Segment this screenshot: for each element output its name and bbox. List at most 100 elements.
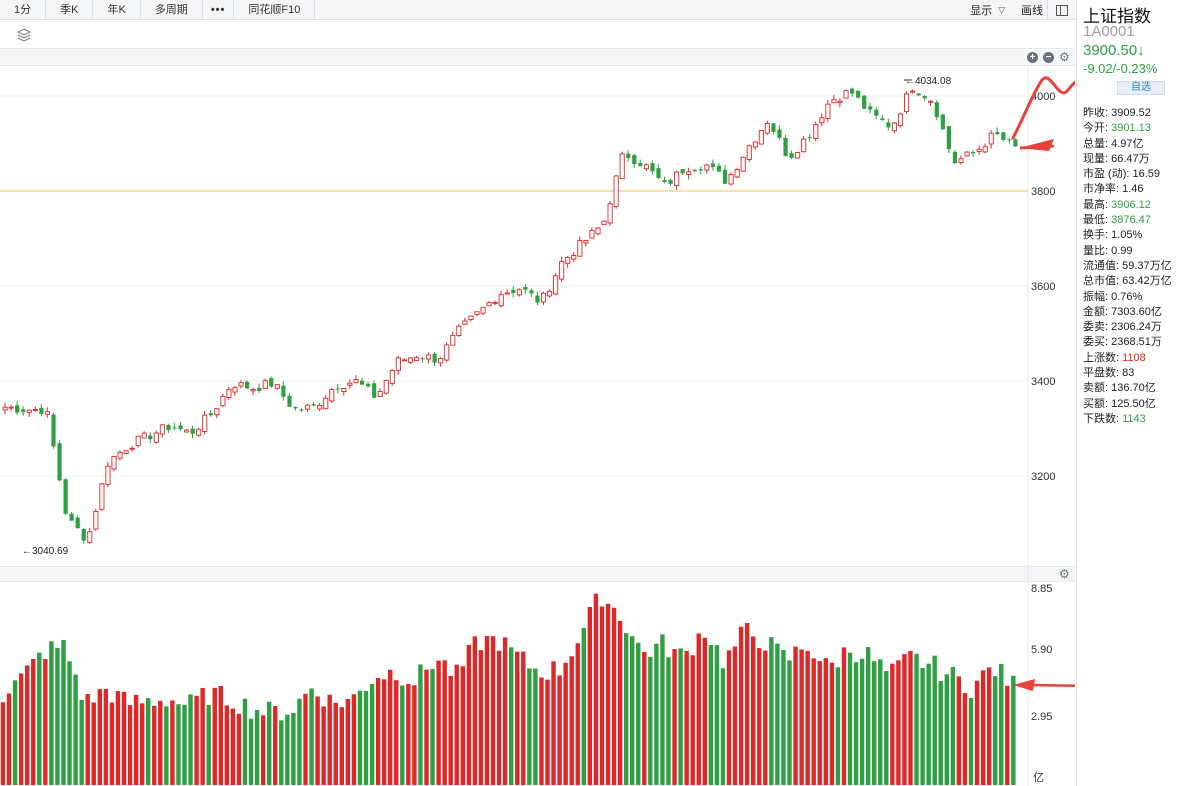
tab-quarter-k[interactable]: 季K — [46, 0, 94, 20]
candle — [971, 150, 976, 158]
stat-label: 上涨数: — [1083, 351, 1120, 364]
volume-bar — [569, 656, 574, 785]
stat-value: 7303.60亿 — [1111, 305, 1162, 318]
price-chart-gear-icon[interactable]: ⚙ — [1059, 50, 1070, 64]
volume-bar — [49, 641, 54, 785]
candle — [819, 113, 825, 127]
more-icon[interactable]: ••• — [203, 0, 235, 20]
candle — [716, 162, 722, 172]
stat-row: 现量: 66.47万 — [1083, 152, 1199, 167]
sidebar-toggle-icon — [1055, 4, 1068, 16]
candle — [93, 508, 99, 531]
chevron-down-icon[interactable]: ▽ — [998, 4, 1005, 15]
panel-toggle-button[interactable] — [1047, 0, 1075, 20]
draw-line-button[interactable]: 画线 — [1021, 5, 1043, 17]
volume-bar — [853, 662, 859, 785]
candle — [87, 528, 93, 544]
tab-f10[interactable]: 同花顺F10 — [234, 0, 316, 20]
candle — [674, 170, 680, 190]
volume-bar — [345, 698, 351, 785]
candle — [626, 150, 631, 162]
candle — [886, 118, 891, 131]
candle — [547, 289, 553, 298]
zoom-out-icon[interactable]: − — [1043, 52, 1054, 63]
volume-bar — [496, 650, 502, 785]
candle — [269, 376, 274, 388]
volume-series[interactable] — [0, 593, 1016, 785]
stat-value: 83 — [1122, 367, 1135, 380]
volume-bar — [115, 691, 121, 785]
candle — [2, 402, 8, 415]
tab-multi-period[interactable]: 多周期 — [141, 0, 203, 20]
volume-bar — [587, 607, 593, 785]
volume-bar — [1011, 675, 1016, 785]
stat-label: 买额: — [1083, 397, 1109, 410]
volume-bar — [430, 668, 435, 785]
volume-bar — [67, 661, 72, 785]
tab-1min[interactable]: 1分 — [0, 0, 47, 20]
volume-bar — [55, 647, 60, 785]
volume-chart-gear-icon[interactable]: ⚙ — [1059, 567, 1070, 581]
candle — [407, 357, 414, 364]
volume-bar — [617, 620, 623, 785]
volume-bar — [823, 658, 828, 785]
vol-tick-295: 2.95 — [1031, 711, 1052, 723]
candle — [946, 125, 951, 154]
volume-bar — [751, 636, 756, 785]
candle — [668, 178, 673, 186]
candle — [656, 163, 661, 180]
stat-label: 平盘数: — [1083, 367, 1120, 380]
candle — [444, 341, 450, 363]
add-watchlist-button[interactable]: 自选 — [1117, 81, 1165, 95]
layers-icon[interactable] — [17, 28, 31, 42]
candle — [395, 355, 401, 375]
stat-row: 市盈 (动): 16.59 — [1083, 167, 1199, 182]
candle — [353, 375, 359, 384]
volume-bar — [273, 706, 278, 785]
volume-bar — [648, 656, 653, 785]
candle — [843, 89, 849, 99]
volume-bar — [484, 636, 490, 785]
candle — [801, 135, 807, 153]
volume-bar — [121, 691, 127, 785]
candle — [281, 381, 286, 401]
candle — [32, 406, 38, 412]
vol-unit-label: 亿 — [1033, 771, 1044, 784]
zoom-in-icon[interactable]: + — [1027, 52, 1038, 63]
candlestick-series[interactable] — [2, 87, 1018, 544]
stat-value: 59.37万亿 — [1122, 259, 1172, 272]
volume-bar — [206, 705, 211, 785]
indicator-bar — [0, 21, 1075, 49]
tab-year-k[interactable]: 年K — [93, 0, 141, 20]
candle — [486, 301, 492, 307]
display-button[interactable]: 显示 — [970, 5, 993, 17]
stat-value: 1.46 — [1122, 183, 1144, 196]
annotation-squiggle — [1011, 76, 1075, 140]
volume-bar — [533, 668, 538, 785]
candle — [789, 150, 794, 160]
stat-value: 3909.52 — [1111, 107, 1151, 119]
volume-bar — [412, 685, 417, 785]
stat-label: 卖额: — [1083, 382, 1109, 395]
volume-bar — [515, 651, 520, 785]
stat-value: 0.99 — [1111, 244, 1133, 257]
volume-bar — [878, 659, 883, 785]
candle — [347, 379, 353, 389]
volume-bar — [357, 690, 363, 785]
candle — [8, 404, 14, 412]
candle — [535, 291, 540, 306]
candle — [777, 125, 782, 140]
candle — [952, 149, 958, 164]
stat-label: 振幅: — [1083, 290, 1109, 303]
volume-chart-header: ⚙ — [0, 566, 1075, 582]
stat-row: 今开: 3901.13 — [1083, 121, 1199, 136]
candle — [129, 446, 135, 452]
candle — [413, 356, 420, 362]
volume-bar — [170, 700, 175, 785]
candle — [111, 455, 117, 472]
volume-bar — [91, 702, 96, 785]
candle — [420, 356, 425, 363]
volume-bar — [551, 661, 556, 785]
volume-bar — [702, 637, 707, 785]
volume-bar — [654, 643, 659, 785]
